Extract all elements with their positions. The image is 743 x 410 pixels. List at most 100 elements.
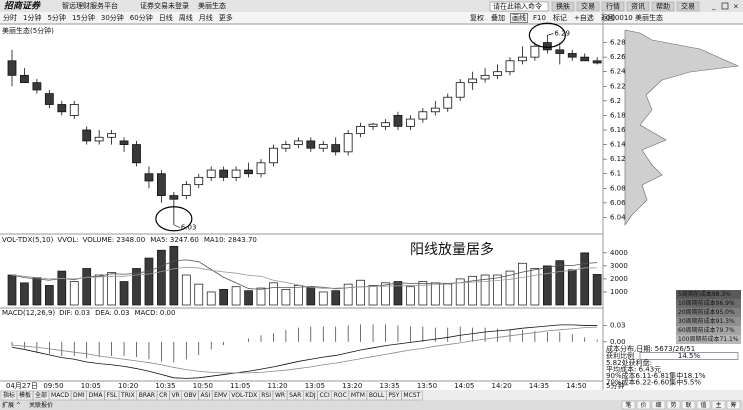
volume-bar: [580, 252, 590, 306]
indicator-line: [11, 326, 598, 374]
indicator-tab[interactable]: 模板: [19, 391, 31, 399]
indicator-tab[interactable]: VR: [171, 392, 179, 399]
menu-label[interactable]: 帮助: [656, 2, 670, 11]
tool-button[interactable]: 画线: [512, 13, 526, 22]
volume-bar: [69, 281, 79, 306]
footer-icon[interactable]: [681, 400, 696, 410]
footer-icon[interactable]: [621, 400, 636, 410]
menu-label[interactable]: 行情: [606, 2, 620, 11]
volume-bar: [157, 249, 166, 306]
footer-icon-label[interactable]: 细: [655, 401, 661, 409]
candle-down: [169, 195, 179, 200]
indicator-tab[interactable]: VOL-TDX: [231, 392, 257, 399]
indicator-tab[interactable]: SAR: [289, 392, 301, 399]
y-tick-label: 6.22: [610, 82, 626, 90]
menu-button[interactable]: [601, 1, 625, 12]
footer-link[interactable]: 关联报价: [29, 401, 53, 409]
cost-info: 70%成本6.22-6.60集中5.5%: [606, 378, 701, 387]
period-tab[interactable]: 1分钟: [23, 13, 41, 22]
indicator-tab[interactable]: EMV: [214, 392, 228, 399]
period-tab[interactable]: 30分钟: [101, 13, 124, 22]
menu-button[interactable]: [651, 1, 675, 12]
tool-button[interactable]: F10: [533, 14, 546, 22]
y-tick-label: 1000: [610, 288, 628, 296]
minimize[interactable]: _: [711, 2, 716, 10]
search-box[interactable]: [489, 1, 549, 12]
tool-button[interactable]: 复权: [470, 13, 484, 22]
legend-swatch: [676, 335, 741, 344]
footer-link[interactable]: 扩展 ^: [2, 401, 21, 409]
menu-button[interactable]: [676, 1, 700, 12]
footer-icon[interactable]: [726, 400, 741, 410]
candle-up: [206, 169, 216, 178]
period-tab[interactable]: 更多: [219, 13, 233, 22]
tool-button[interactable]: 叠加: [491, 13, 505, 22]
indicator-tab[interactable]: BOLL: [369, 392, 385, 399]
footer-icon-label[interactable]: 联: [685, 401, 691, 409]
indicator-tab[interactable]: CR: [159, 392, 167, 399]
x-tick-label: 14:50: [566, 382, 586, 390]
footer-icon-label[interactable]: 筹: [730, 401, 736, 409]
indicator-tab[interactable]: MACD: [51, 392, 69, 399]
volume-bar: [294, 285, 303, 306]
footer-icon[interactable]: [711, 400, 726, 410]
indicator-tab[interactable]: ASI: [200, 392, 210, 399]
candle-down: [144, 173, 154, 182]
legend-value: 2843.70: [228, 236, 257, 244]
period-tab[interactable]: 60分钟: [130, 13, 153, 22]
indicator-tab[interactable]: RSI: [261, 392, 271, 399]
indicator-tab[interactable]: TRIX: [120, 392, 135, 399]
tool-button[interactable]: 标记: [553, 13, 567, 22]
period-tab[interactable]: 周线: [179, 13, 193, 22]
footer-icon[interactable]: [636, 400, 651, 410]
menu-label[interactable]: 换肤: [556, 2, 570, 11]
tool-button[interactable]: +自选: [574, 13, 594, 22]
candle-up: [405, 118, 415, 127]
menu-button[interactable]: [626, 1, 650, 12]
period-tab[interactable]: 5分钟: [47, 13, 65, 22]
indicator-tab[interactable]: FSL: [107, 392, 118, 399]
indicator-tab[interactable]: PSY: [388, 392, 399, 399]
indicator-tab[interactable]: OBV: [184, 392, 198, 399]
legend-name: MA5:: [150, 236, 168, 244]
indicator-tab[interactable]: WR: [275, 392, 285, 399]
indicator-tab[interactable]: ROC: [334, 392, 347, 399]
indicator-tab[interactable]: DMA: [89, 392, 104, 399]
login-status[interactable]: 证券交易未登录: [140, 1, 189, 10]
footer-icon-label[interactable]: 势: [670, 401, 676, 409]
footer-icon[interactable]: [651, 400, 666, 410]
close[interactable]: ×: [733, 3, 739, 11]
maximize[interactable]: [721, 2, 729, 10]
menu-label[interactable]: 交易: [681, 2, 695, 11]
menu-label[interactable]: 资讯: [631, 2, 645, 11]
footer-icon-label[interactable]: 笔: [625, 401, 631, 409]
volume-bar: [107, 272, 116, 306]
tool-button[interactable]: 返回: [601, 14, 615, 22]
footer-icon[interactable]: [666, 400, 681, 410]
tab-frame[interactable]: [401, 390, 423, 401]
footer-icon[interactable]: [696, 400, 711, 410]
indicator-tab[interactable]: 全部: [35, 391, 47, 399]
menu-button[interactable]: [551, 1, 575, 12]
indicator-tab[interactable]: 指标: [3, 391, 15, 399]
period-tab[interactable]: 月线: [199, 13, 213, 22]
volume-bar: [119, 281, 129, 306]
indicator-tab[interactable]: MCST: [403, 392, 420, 399]
menu-label[interactable]: 交易: [581, 2, 595, 11]
menu-button[interactable]: [576, 1, 600, 12]
indicator-tab[interactable]: MTM: [351, 392, 365, 399]
legend-value: 3247.60: [170, 236, 199, 244]
period-tab[interactable]: 分时: [3, 13, 17, 22]
indicator-tab[interactable]: CCI: [320, 392, 330, 399]
indicator-tab[interactable]: KDJ: [305, 392, 316, 399]
indicator-tab[interactable]: DMI: [73, 392, 85, 399]
footer-icon-label[interactable]: 价: [640, 402, 646, 409]
footer-icon-label[interactable]: 主: [715, 401, 721, 409]
volume-bar: [94, 274, 104, 306]
period-tab[interactable]: 15分钟: [72, 13, 95, 22]
legend-label: 5周期前成本98.3%: [678, 290, 731, 298]
period-tab[interactable]: 日线: [159, 13, 173, 22]
candle-up: [480, 74, 490, 80]
footer-icon-label[interactable]: 值: [700, 401, 706, 409]
indicator-tab[interactable]: BRAR: [139, 392, 155, 399]
